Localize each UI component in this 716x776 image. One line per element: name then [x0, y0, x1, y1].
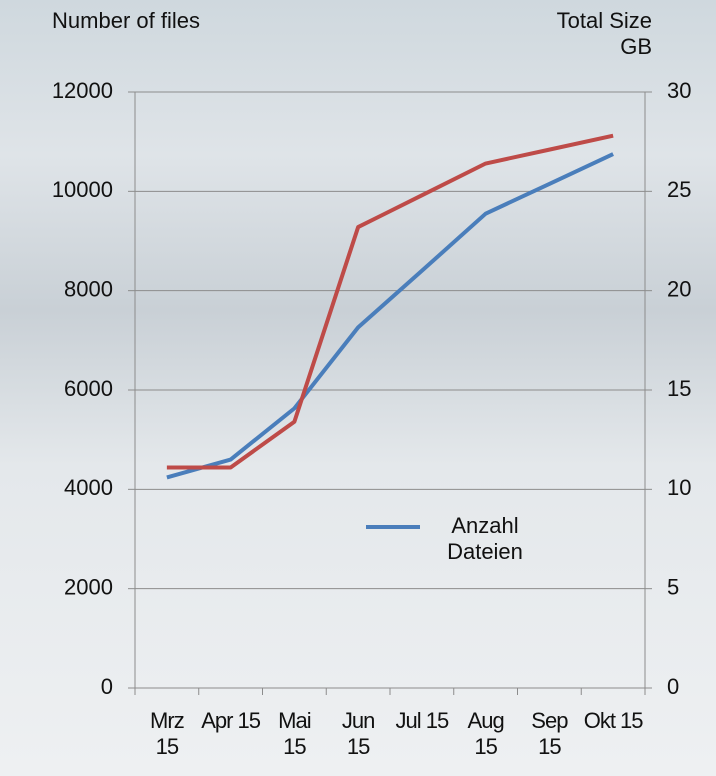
x-tick-label: Sep 15: [519, 708, 579, 760]
y-tick-label: 0: [101, 674, 113, 699]
x-tick-label: Mai 15: [264, 708, 324, 760]
x-tick-label: Apr 15: [201, 708, 261, 734]
y-tick-label: 6000: [64, 376, 113, 401]
x-tick-label: Okt 15: [583, 708, 643, 734]
x-tick-label: Aug 15: [456, 708, 516, 760]
y-tick-label: 12000: [52, 78, 113, 103]
y-tick-label: 10000: [52, 177, 113, 202]
y-tick-label: 2000: [64, 574, 113, 599]
y2-tick-label: 15: [667, 376, 691, 401]
y2-tick-label: 10: [667, 475, 691, 500]
y2-tick-label: 25: [667, 177, 691, 202]
chart: 020004000600080001000012000051015202530 …: [0, 0, 716, 776]
plot: 0 2000 4000 6000 8000 10000 12000 0 5 10 15 20 25 30: [0, 0, 716, 776]
y2-tick-label: 30: [667, 78, 691, 103]
y-tick-label: 8000: [64, 276, 113, 301]
x-tick-label: Mrz 15: [137, 708, 197, 760]
x-tick-label: Jul 15: [392, 708, 452, 734]
legend-label: Anzahl Dateien: [420, 513, 550, 565]
y2-tick-label: 20: [667, 276, 691, 301]
y2-tick-label: 5: [667, 574, 679, 599]
y2-axis-title: Total Size GB: [520, 8, 652, 60]
series-line: [167, 154, 613, 477]
y2-tick-label: 0: [667, 674, 679, 699]
x-tick-label: Jun 15: [328, 708, 388, 760]
y-axis-title: Number of files: [20, 8, 200, 34]
y-tick-label: 4000: [64, 475, 113, 500]
